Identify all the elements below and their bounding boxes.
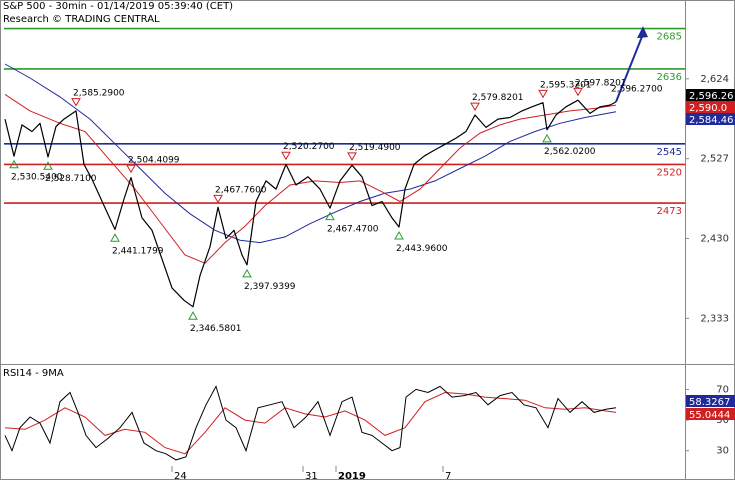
price-badge-label: 2,584.46 [689,115,734,126]
swing-high-marker [281,151,291,161]
swing-high-label: 2,597.8201 [575,78,627,88]
swing-low-label: 2,530.5400 [11,173,63,183]
date-tick-label: 2019 [338,471,366,480]
rsi-badge [686,395,735,407]
swing-low-label: 2,528.7100 [45,174,97,184]
swing-low-label: 2,467.4700 [327,225,379,235]
chart-title: S&P 500 - 30min - 01/14/2019 05:39:40 (C… [3,1,234,12]
swing-high-label: 2,579.8201 [472,93,524,103]
rsi-badge-label: 58.3267 [689,397,730,408]
level-label-2545: 2545 [657,147,682,158]
swing-low-marker [43,161,53,170]
swing-high-marker [71,98,81,107]
swing-high-marker [470,102,480,112]
date-tick-label: 7 [445,471,451,480]
rsi-badge [686,408,735,420]
price-badge [686,113,735,125]
rsi-tick-label: 70 [716,384,729,395]
swing-low-label: 2,397.9399 [244,282,296,292]
price-badge [686,101,735,113]
swing-low-marker [110,233,120,242]
swing-high-label: 2,595.3201 [540,80,592,90]
date-tick-label: 31 [305,471,318,480]
price-tick-label: 2,430 [700,234,729,245]
swing-high-label: 2,519.4900 [349,143,401,153]
forecast-arrow-shaft [615,33,644,103]
swing-high-marker [538,89,548,99]
swing-low-marker [542,133,552,143]
level-label-2685: 2685 [657,32,682,43]
price-tick-label: 2,333 [700,313,729,324]
swing-low-label: 2,346.5801 [190,324,242,334]
swing-high-marker [573,87,583,97]
swing-high-label: 2,585.2900 [73,89,125,99]
swing-high-label: 2,504.4099 [128,155,180,165]
rsi-line [4,385,617,461]
price-tick-label: 2,624 [700,74,729,85]
level-label-2636: 2636 [657,72,682,83]
swing-low-marker [188,311,198,320]
swing-low-label: 2,562.0200 [544,147,596,157]
swing-low-marker [242,268,252,278]
price-badge-label: 2,590.0 [689,103,727,114]
swing-high-marker [347,152,357,161]
chart-subtitle: Research © TRADING CENTRAL [3,14,160,25]
level-label-2520: 2520 [657,167,682,178]
price-line [4,99,617,308]
moving-average-fast-line [4,93,617,264]
rsi-badge-label: 55.0444 [689,410,730,421]
swing-high-marker [213,194,223,204]
rsi-title: RSI14 - 9MA [3,368,64,379]
swing-low-marker [9,159,19,169]
swing-low-marker [394,231,404,240]
moving-average-slow-line [4,63,617,244]
rsi-ma-line [4,391,617,455]
price-badge [686,89,735,101]
last-price-label: 2,596.2700 [611,85,663,95]
swing-high-marker [126,164,136,174]
swing-low-label: 2,441.1799 [112,246,164,256]
price-tick-label: 2,527 [700,154,729,165]
rsi-tick-label: 30 [716,446,729,457]
date-tick-label: 24 [174,471,187,480]
forecast-arrow-head [637,26,648,39]
rsi-tick-label: 50 [716,415,729,426]
swing-low-label: 2,443.9600 [396,244,448,254]
swing-low-marker [325,211,335,221]
price-badge-label: 2,596.26 [689,91,734,102]
swing-high-label: 2,520.2700 [283,142,335,152]
level-label-2473: 2473 [657,206,682,217]
swing-high-label: 2,467.7600 [215,185,267,195]
